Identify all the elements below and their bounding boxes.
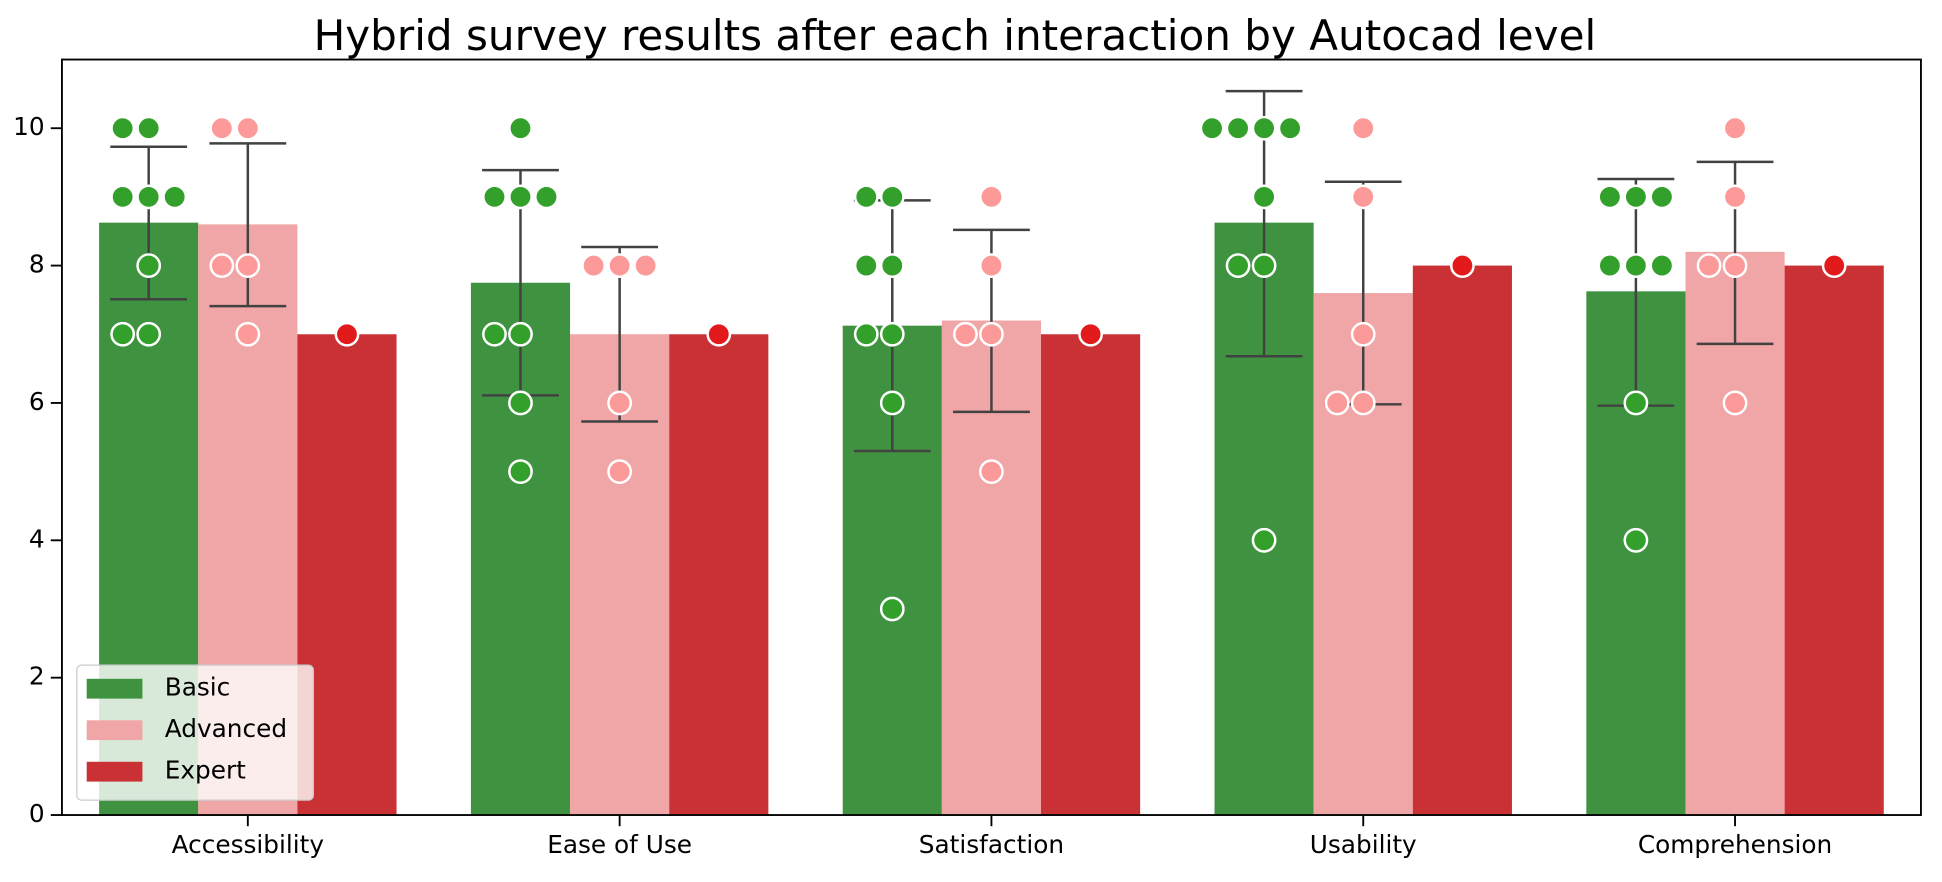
data-point [879,321,905,347]
data-point [508,459,533,485]
data-point [879,390,905,416]
data-point [209,253,235,278]
data-point [1821,253,1847,278]
y-tick-label: 2 [29,662,45,691]
data-point [607,390,633,416]
data-point [1623,184,1649,210]
legend-label: Advanced [165,714,287,743]
data-point [508,321,533,347]
x-tick-label: Accessibility [172,830,324,859]
bar [669,334,769,816]
data-point [508,115,533,141]
x-tick-label: Satisfaction [919,830,1064,859]
legend-swatch [86,678,143,699]
data-point [1350,184,1376,210]
data-point [162,184,188,210]
data-point [1623,390,1649,416]
chart-title: Hybrid survey results after each interac… [314,11,1597,60]
data-point [110,321,136,347]
data-point [482,321,507,347]
data-point [853,253,879,278]
data-point [979,184,1004,210]
y-tick-label: 4 [29,524,45,553]
legend-label: Basic [165,673,231,702]
data-point [979,253,1004,278]
data-point [1350,321,1376,347]
data-point [136,321,162,347]
data-point [1597,253,1623,278]
data-point [235,115,261,141]
legend-label: Expert [165,756,246,785]
data-point [508,184,533,210]
data-point [1649,184,1675,210]
data-point [1225,115,1251,141]
data-point [235,253,261,278]
bar [1041,334,1141,816]
data-point [110,115,136,141]
data-point [879,596,905,622]
data-point [1251,184,1277,210]
data-point [1722,115,1748,141]
data-point [953,321,978,347]
data-point [1623,253,1649,278]
data-point [136,115,162,141]
data-point [879,184,905,210]
error-bar [209,142,287,308]
data-point [1350,115,1376,141]
data-point [235,321,261,347]
legend-swatch [86,720,143,741]
data-point [1623,527,1649,553]
data-point [1450,253,1475,278]
data-point [1078,321,1103,347]
bar [1412,265,1512,816]
x-tick-label: Ease of Use [547,830,692,859]
data-point [534,184,559,210]
y-tick-label: 6 [29,387,45,416]
data-point [1722,253,1748,278]
data-point [979,321,1004,347]
data-point [508,390,533,416]
data-point [879,253,905,278]
bar [1685,251,1785,816]
data-point [1696,253,1722,278]
data-point [853,321,879,347]
data-point [136,253,162,278]
data-point [633,253,659,278]
data-point [1277,115,1303,141]
data-point [209,115,235,141]
data-point [1722,184,1748,210]
data-point [1597,184,1623,210]
data-point [1225,253,1251,278]
y-tick-label: 10 [13,112,45,141]
data-point [1251,527,1277,553]
legend-swatch [86,761,143,782]
x-tick-label: Usability [1310,830,1417,859]
data-point [1350,390,1376,416]
data-point [1251,115,1277,141]
data-point [706,321,732,347]
data-point [1251,253,1277,278]
data-point [136,184,162,210]
data-point [1324,390,1350,416]
data-point [1722,390,1748,416]
y-tick-label: 8 [29,250,45,279]
data-point [1199,115,1225,141]
data-point [979,459,1004,485]
data-point [607,253,633,278]
bar [1784,265,1884,816]
data-point [581,253,607,278]
data-point [853,184,879,210]
x-tick-label: Comprehension [1638,830,1832,859]
data-point [482,184,507,210]
y-tick-label: 0 [29,799,45,828]
data-point [1649,253,1675,278]
data-point [607,459,633,485]
data-point [110,184,136,210]
data-point [334,321,360,347]
